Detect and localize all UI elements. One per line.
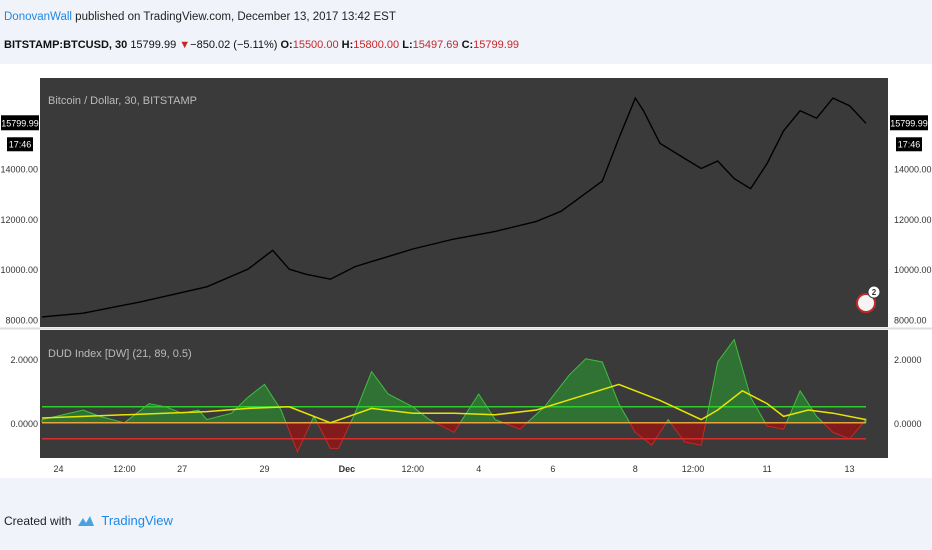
down-arrow-icon: ▼ [179, 39, 191, 51]
osc-negative-area [42, 422, 866, 452]
low-label: L: [402, 39, 413, 51]
x-tick-label: 4 [476, 464, 481, 474]
published-text: published on TradingView.com, December 1… [75, 11, 396, 23]
price-tick-right: 10000.00 [894, 265, 932, 275]
low-value: 15497.69 [412, 39, 459, 51]
x-tick-label: 27 [177, 464, 187, 474]
price-pane [40, 78, 888, 327]
x-tick-label: 6 [550, 464, 555, 474]
osc-tick-left: 0.0000 [10, 419, 38, 429]
close-label: C: [461, 39, 474, 51]
price-tick-right: 12000.00 [894, 215, 932, 225]
open-value: 15500.00 [292, 39, 339, 51]
price-tick-left: 14000.00 [0, 165, 38, 175]
tradingview-logo-icon [78, 515, 95, 526]
created-with-text: Created with [4, 513, 72, 528]
osc-tick-left: 2.0000 [10, 355, 38, 365]
last-price: 15799.99 [130, 39, 177, 51]
x-tick-label: 12:00 [113, 464, 136, 474]
time-label-left: 17:46 [9, 139, 32, 149]
osc-tick-right: 0.0000 [894, 419, 922, 429]
x-tick-label: 8 [633, 464, 638, 474]
time-label-right: 17:46 [898, 139, 921, 149]
event-flag-icon [856, 293, 876, 313]
event-count: 2 [872, 288, 877, 297]
high-value: 15800.00 [353, 39, 400, 51]
price-tick-left: 12000.00 [0, 215, 38, 225]
close-value: 15799.99 [473, 39, 520, 51]
author-link[interactable]: DonovanWall [4, 11, 72, 23]
time-tag-right [896, 137, 922, 152]
footer: Created with TradingView [4, 513, 173, 528]
price-tick-left: 10000.00 [0, 265, 38, 275]
last-price-tag-right [890, 115, 928, 131]
open-label: O: [280, 39, 293, 51]
x-tick-label: 29 [259, 464, 269, 474]
change: −850.02 (−5.11%) [190, 39, 278, 51]
x-tick-label: 12:00 [682, 464, 705, 474]
x-tick-label: 11 [762, 464, 771, 474]
high-label: H: [341, 39, 354, 51]
last-price-label-right: 15799.99 [890, 118, 928, 128]
osc-positive-area [42, 339, 866, 423]
time-tag-left [7, 137, 33, 152]
x-tick-label: 12:00 [402, 464, 425, 474]
event-count-badge [867, 285, 881, 299]
symbol: BITSTAMP:BTCUSD, 30 [4, 39, 128, 51]
price-pane-title: Bitcoin / Dollar, 30, BITSTAMP [48, 95, 197, 107]
tradingview-brand[interactable]: TradingView [101, 513, 173, 528]
oscillator-pane-title: DUD Index [DW] (21, 89, 0.5) [48, 348, 192, 360]
price-series-line [41, 96, 867, 318]
last-price-tag-left [1, 115, 39, 131]
x-tick-label: Dec [339, 464, 356, 474]
price-tick-right: 14000.00 [894, 165, 932, 175]
price-tick-left: 8000.00 [5, 315, 38, 325]
x-tick-label: 24 [53, 464, 63, 474]
publish-line: DonovanWall published on TradingView.com… [4, 11, 396, 23]
price-tick-right: 8000.00 [894, 315, 927, 325]
ohlc-line: BITSTAMP:BTCUSD, 30 15799.99 ▼−850.02 (−… [4, 39, 519, 51]
signal-line [41, 383, 867, 424]
last-price-label-left: 15799.99 [1, 118, 39, 128]
x-tick-label: 13 [845, 464, 855, 474]
osc-tick-right: 2.0000 [894, 355, 922, 365]
